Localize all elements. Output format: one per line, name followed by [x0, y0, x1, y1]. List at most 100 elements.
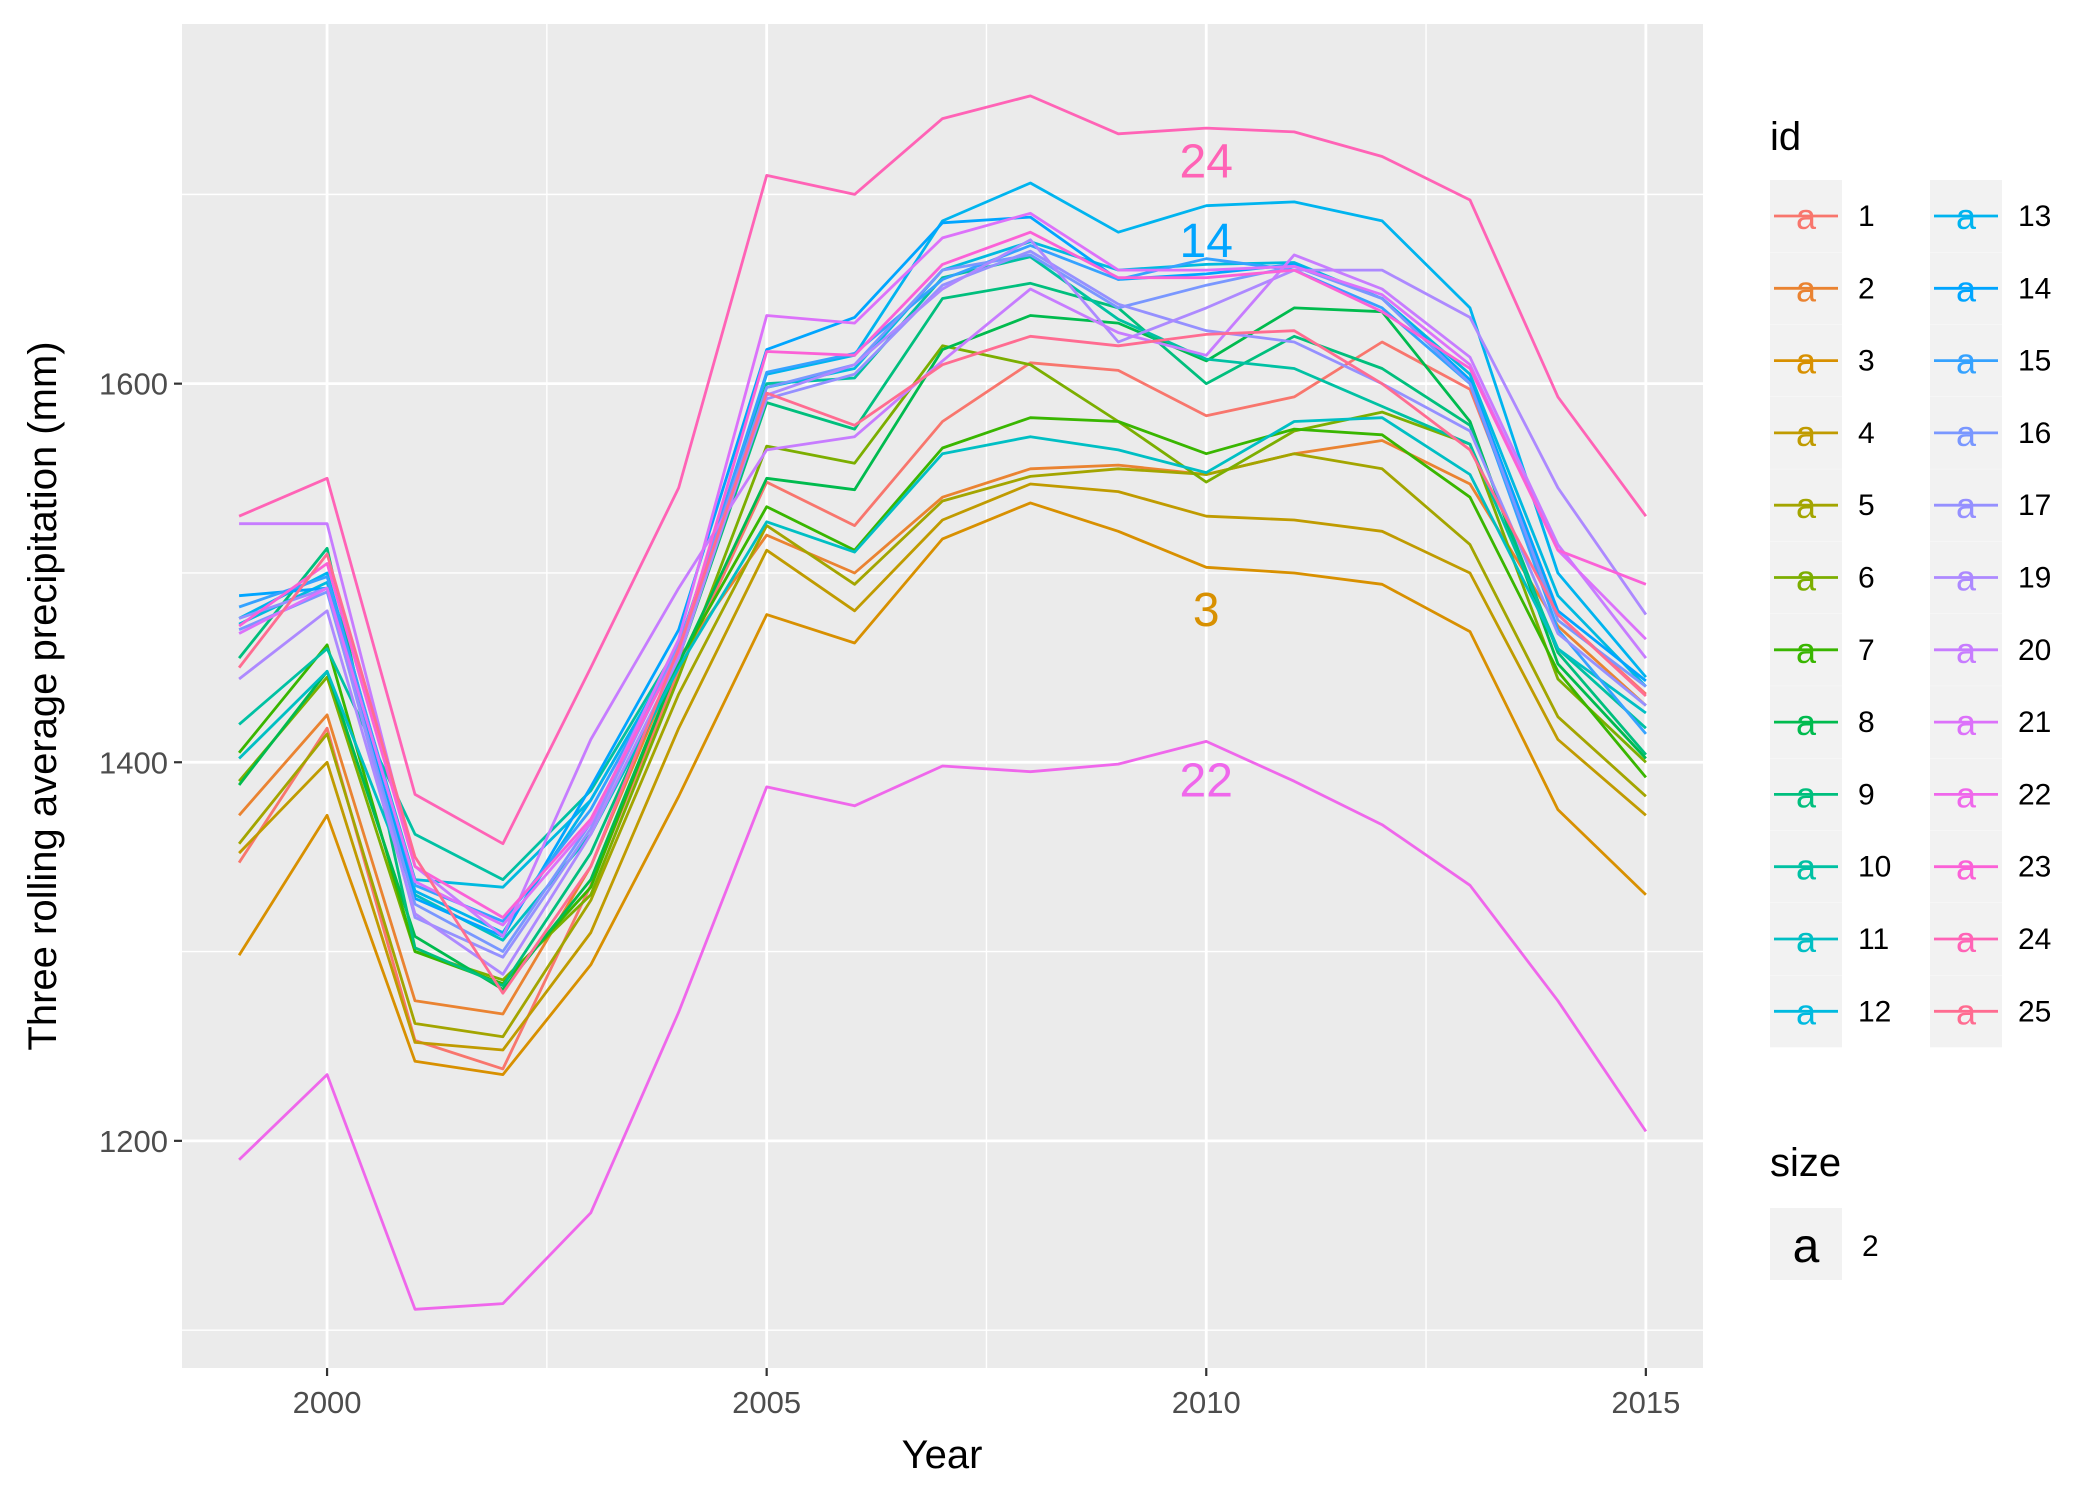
legend-label: 8 — [1858, 706, 1875, 739]
legend-key-glyph: a — [1796, 413, 1817, 454]
series-line-1 — [237, 340, 1647, 1071]
legend-item-21: a 21 — [1930, 686, 2051, 759]
y-axis: 1200 1400 1600 — [99, 367, 182, 1159]
y-tick-label: 1200 — [99, 1124, 168, 1159]
legend-label: 13 — [2018, 200, 2051, 233]
series-line-16 — [238, 253, 1647, 953]
legend-item-25: a 25 — [1930, 975, 2051, 1048]
legend-label: 23 — [2018, 851, 2051, 884]
series-line-23 — [238, 230, 1647, 919]
legend-key-glyph: a — [1796, 558, 1817, 599]
series-line-5 — [238, 452, 1647, 1039]
legend-item-11: a 11 — [1770, 903, 1889, 975]
series-line-9 — [238, 281, 1647, 987]
y-tick-label: 1400 — [99, 745, 168, 780]
series-line-3 — [237, 501, 1647, 1076]
legend-label: 16 — [2018, 417, 2051, 450]
series-line-19 — [238, 238, 1648, 976]
series-line-21 — [238, 211, 1647, 927]
legend-label: 3 — [1858, 345, 1875, 378]
legend-item-16: a 16 — [1930, 396, 2051, 469]
x-tick-label: 2010 — [1172, 1385, 1241, 1420]
legend-label: 24 — [2018, 923, 2051, 956]
legend-color-keys: a 1a 2a 3a 4a 5a 6a 7a 8a 9a 10a 11a 12a 13a 14a 15a 16a… — [1770, 180, 2051, 1048]
legend-label: 22 — [2018, 778, 2051, 811]
x-tick-label: 2000 — [293, 1385, 362, 1420]
legend-label: 10 — [1858, 851, 1891, 884]
legend-key-glyph: a — [1956, 196, 1977, 237]
legend-size-key-glyph: a — [1793, 1220, 1820, 1273]
legend-key-glyph: a — [1956, 847, 1977, 888]
legend-key-glyph: a — [1796, 919, 1817, 960]
legend-key-glyph: a — [1796, 268, 1817, 309]
legend-label: 11 — [1858, 923, 1889, 956]
legend-item-22: a 22 — [1930, 758, 2051, 831]
series-line-17 — [238, 249, 1647, 959]
legend-item-17: a 17 — [1930, 469, 2051, 542]
legend-label: 19 — [2018, 562, 2051, 595]
x-axis: 2000 2005 2010 2015 — [293, 1368, 1680, 1420]
legend-label: 25 — [2018, 995, 2051, 1028]
legend-size-label: 2 — [1862, 1230, 1879, 1263]
series-line-20 — [239, 253, 1648, 938]
legend-key-glyph: a — [1796, 196, 1817, 237]
legend-key-glyph: a — [1956, 702, 1977, 743]
legend-item-24: a 24 — [1930, 903, 2051, 975]
series-line-24 — [238, 94, 1648, 846]
legend-color-title: id — [1770, 115, 1801, 159]
legend-label: 15 — [2018, 345, 2051, 378]
line-label-14: 14 — [1180, 215, 1233, 268]
series-line-13 — [238, 181, 1647, 934]
legend-label: 17 — [2018, 489, 2051, 522]
legend-size-key-background — [1770, 1208, 1842, 1280]
series-line-4 — [238, 482, 1647, 1052]
legend-item-14: a 14 — [1930, 252, 2051, 325]
legend-label: 4 — [1858, 417, 1875, 450]
legend-label: 7 — [1858, 634, 1875, 667]
legend-item-12: a 12 — [1770, 975, 1891, 1048]
line-label-3: 3 — [1193, 584, 1220, 637]
x-tick-label: 2015 — [1611, 1385, 1680, 1420]
legend-label: 2 — [1858, 272, 1875, 305]
x-axis-title: Year — [902, 1433, 983, 1477]
legend-label: 20 — [2018, 634, 2051, 667]
line-label-22: 22 — [1180, 754, 1233, 807]
series-line-22 — [238, 740, 1648, 1311]
plot-panel — [182, 24, 1703, 1368]
series-line-10 — [238, 255, 1647, 881]
legend-key-glyph: a — [1956, 341, 1977, 382]
legend-key-glyph: a — [1956, 630, 1977, 671]
legend-key-glyph: a — [1796, 341, 1817, 382]
legend-key-glyph: a — [1796, 485, 1817, 526]
legend-key-glyph: a — [1956, 413, 1977, 454]
legend-key-glyph: a — [1796, 774, 1817, 815]
series-line-25 — [237, 329, 1647, 995]
x-tick-label: 2005 — [732, 1385, 801, 1420]
legend-key-glyph: a — [1956, 774, 1977, 815]
legend: id a 1a 2a 3a 4a 5a 6a 7a 8a 9a 10a 11a 12a 13a 14a 15a… — [1770, 115, 2051, 1280]
legend-item-23: a 23 — [1930, 830, 2051, 903]
legend-label: 9 — [1858, 778, 1875, 811]
legend-label: 12 — [1858, 995, 1891, 1028]
line-end-labels: 24 14 3 22 — [1180, 135, 1233, 807]
series-lines — [237, 94, 1648, 1311]
legend-key-glyph: a — [1796, 991, 1817, 1032]
legend-label: 21 — [2018, 706, 2051, 739]
legend-key-glyph: a — [1796, 630, 1817, 671]
legend-size-title: size — [1770, 1141, 1841, 1185]
legend-label: 5 — [1858, 489, 1875, 522]
legend-label: 14 — [2018, 272, 2051, 305]
legend-key-glyph: a — [1956, 919, 1977, 960]
legend-item-19: a 19 — [1930, 541, 2051, 614]
line-label-24: 24 — [1180, 135, 1233, 188]
legend-item-13: a 13 — [1930, 180, 2051, 252]
